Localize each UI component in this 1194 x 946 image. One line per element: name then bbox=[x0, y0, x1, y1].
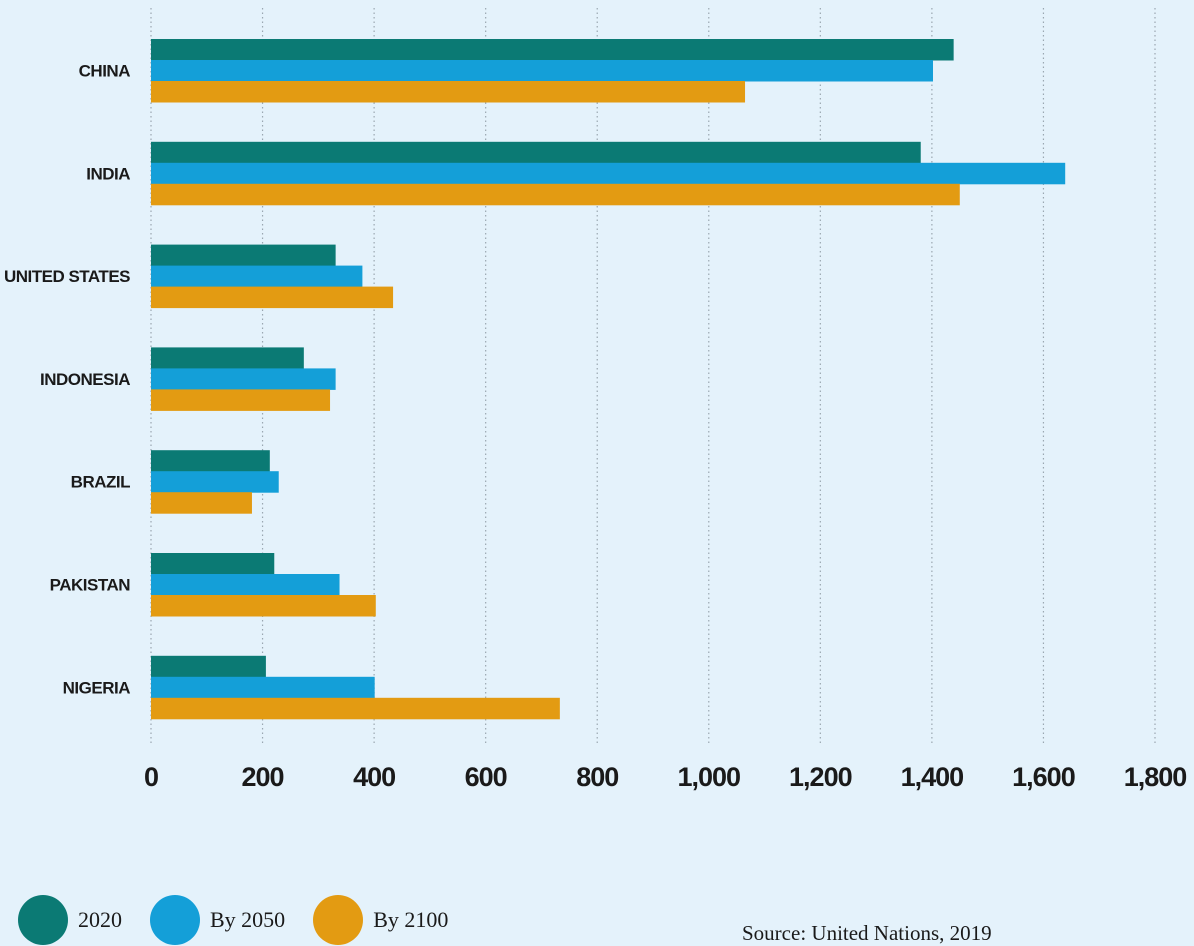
legend-swatch-2020 bbox=[18, 895, 68, 945]
category-label: UNITED STATES bbox=[4, 267, 130, 286]
bar-nigeria-by-2100 bbox=[151, 697, 560, 720]
bar-united-states-2020 bbox=[151, 244, 336, 267]
population-bar-chart: CHINA INDIA UNITED STATES INDONESIA BRAZIL PA… bbox=[4, 8, 1187, 792]
legend-swatch-2100 bbox=[313, 895, 364, 945]
bar-indonesia-by-2050 bbox=[151, 368, 336, 390]
legend-item-2020: 2020 bbox=[18, 895, 122, 945]
legend-item-2100: By 2100 bbox=[313, 895, 448, 945]
x-tick-label: 400 bbox=[353, 762, 395, 792]
bar-nigeria-by-2050 bbox=[151, 676, 375, 699]
bar-indonesia-2020 bbox=[151, 347, 304, 369]
bar-united-states-by-2050 bbox=[151, 265, 363, 288]
bar-brazil-by-2100 bbox=[151, 492, 252, 514]
bar-united-states-by-2100 bbox=[151, 286, 394, 309]
source-note: Source: United Nations, 2019 bbox=[742, 921, 992, 945]
bar-pakistan-by-2050 bbox=[151, 574, 340, 596]
x-tick-label: 1,600 bbox=[1012, 762, 1075, 792]
category-label: NIGERIA bbox=[63, 678, 131, 697]
bar-pakistan-by-2100 bbox=[151, 595, 376, 617]
category-label: INDONESIA bbox=[40, 370, 130, 389]
bar-pakistan-2020 bbox=[151, 553, 275, 575]
x-tick-label: 1,000 bbox=[677, 762, 740, 792]
legend-swatch-2050 bbox=[150, 895, 200, 945]
legend-label-2020: 2020 bbox=[78, 907, 122, 932]
x-tick-label: 200 bbox=[242, 762, 284, 792]
legend-item-2050: By 2050 bbox=[150, 895, 285, 945]
bar-brazil-2020 bbox=[151, 450, 270, 472]
category-label: CHINA bbox=[79, 62, 131, 81]
category-label: INDIA bbox=[86, 164, 130, 183]
x-tick-label: 1,800 bbox=[1124, 762, 1187, 792]
legend-label-2050: By 2050 bbox=[210, 907, 286, 932]
bar-china-by-2100 bbox=[151, 81, 746, 103]
bar-indonesia-by-2100 bbox=[151, 389, 331, 411]
category-label: BRAZIL bbox=[71, 473, 130, 492]
bar-brazil-by-2050 bbox=[151, 471, 279, 493]
x-tick-label: 1,200 bbox=[789, 762, 852, 792]
bar-india-by-2050 bbox=[151, 162, 1066, 185]
bar-india-by-2100 bbox=[151, 183, 960, 206]
legend-label-2100: By 2100 bbox=[373, 907, 449, 932]
x-tick-label: 800 bbox=[576, 762, 618, 792]
bar-china-2020 bbox=[151, 39, 954, 61]
bar-india-2020 bbox=[151, 141, 921, 164]
x-tick-label: 600 bbox=[465, 762, 507, 792]
bar-china-by-2050 bbox=[151, 60, 934, 82]
bar-nigeria-2020 bbox=[151, 655, 266, 678]
x-tick-label: 1,400 bbox=[901, 762, 964, 792]
x-tick-label: 0 bbox=[144, 762, 158, 792]
category-label: PAKISTAN bbox=[50, 576, 131, 595]
legend: 2020 By 2050 By 2100 bbox=[18, 895, 476, 945]
